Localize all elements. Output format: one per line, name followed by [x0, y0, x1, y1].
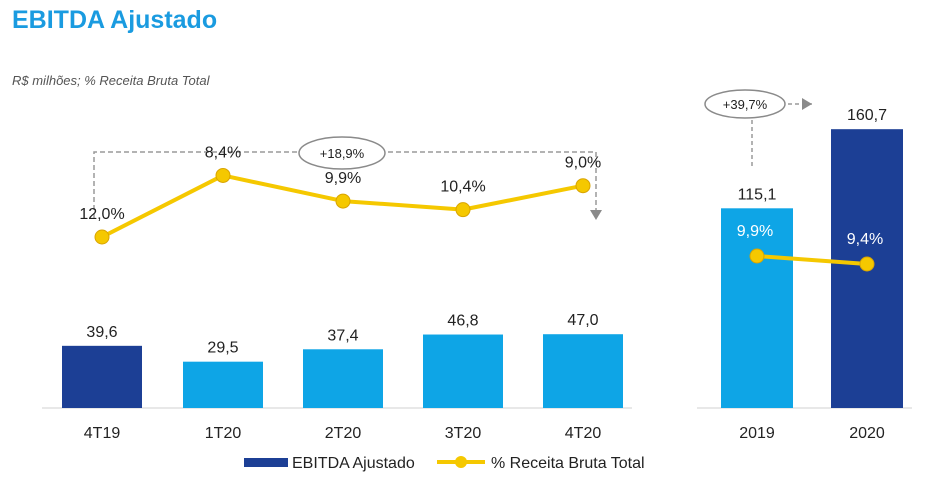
- chart-title: EBITDA Ajustado: [12, 6, 218, 34]
- legend: EBITDA Ajustado % Receita Bruta Total: [244, 455, 645, 472]
- pct-marker: [575, 178, 591, 194]
- bar-value-label: 37,4: [327, 327, 358, 344]
- pct-marker: [749, 248, 765, 264]
- pct-line: [756, 254, 868, 266]
- bar-value-label: 160,7: [847, 107, 887, 124]
- bar-value-label: 29,5: [207, 340, 238, 357]
- bar-value-label: 47,0: [567, 312, 598, 329]
- legend-label-ebitda: EBITDA Ajustado: [292, 455, 415, 472]
- pct-label: 9,0%: [565, 155, 601, 172]
- pct-label: 8,4%: [205, 144, 241, 161]
- category-label: 2019: [739, 425, 775, 442]
- pct-marker: [335, 193, 351, 209]
- legend-marker-line: [455, 456, 467, 468]
- category-label: 3T20: [445, 425, 482, 442]
- bar-value-label: 46,8: [447, 313, 478, 330]
- growth-arrowhead: [590, 210, 602, 220]
- bar-4T19: [62, 345, 142, 408]
- bar-2T20: [303, 349, 383, 408]
- bar-value-label: 39,6: [86, 324, 117, 341]
- pct-label: 10,4%: [440, 179, 485, 196]
- pct-marker: [215, 167, 231, 183]
- pct-marker: [455, 202, 471, 218]
- pct-label: 12,0%: [79, 206, 124, 223]
- bar-4T20: [543, 334, 623, 408]
- category-label: 4T19: [84, 425, 121, 442]
- category-label: 4T20: [565, 425, 602, 442]
- category-label: 1T20: [205, 425, 242, 442]
- growth-badge-label: +18,9%: [320, 146, 365, 161]
- bar-1T20: [183, 361, 263, 408]
- pct-marker: [94, 229, 110, 245]
- pct-marker: [859, 256, 875, 272]
- growth-connector: [751, 103, 812, 166]
- growth-arrowhead: [802, 98, 812, 110]
- legend-label-pct: % Receita Bruta Total: [491, 455, 645, 472]
- legend-swatch-ebitda: [244, 458, 288, 467]
- chart-subtitle: R$ milhões; % Receita Bruta Total: [12, 73, 210, 88]
- bar-3T20: [423, 334, 503, 408]
- growth-badge-label: +39,7%: [723, 97, 768, 112]
- category-label: 2T20: [325, 425, 362, 442]
- pct-label: 9,9%: [737, 223, 773, 240]
- pct-label: 9,4%: [847, 231, 883, 248]
- bar-value-label: 115,1: [738, 186, 777, 203]
- growth-badge: [704, 89, 786, 119]
- bar-2019: [721, 208, 793, 408]
- category-label: 2020: [849, 425, 885, 442]
- growth-badge: [298, 136, 386, 170]
- pct-label: 9,9%: [325, 170, 361, 187]
